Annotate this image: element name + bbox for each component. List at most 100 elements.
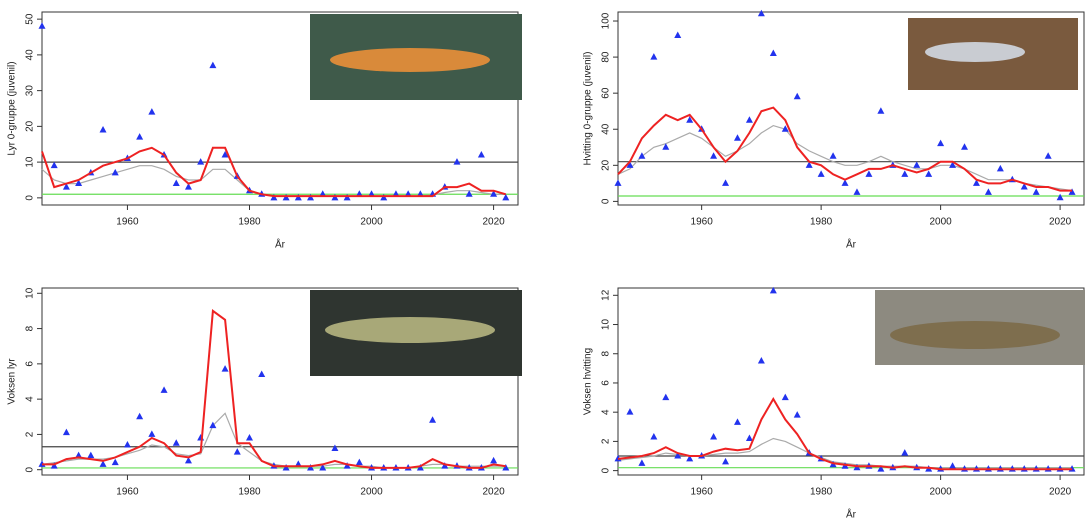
point xyxy=(465,190,473,197)
series-line xyxy=(617,124,1073,192)
y-tick-label: 6 xyxy=(601,380,612,386)
x-tick-label: 2000 xyxy=(929,487,952,498)
y-tick-label: 0 xyxy=(601,467,612,473)
point xyxy=(733,418,741,425)
y-tick-label: 20 xyxy=(601,159,612,171)
point xyxy=(638,459,646,466)
y-tick-label: 40 xyxy=(25,49,36,61)
point xyxy=(148,108,156,115)
point xyxy=(209,421,217,429)
y-tick-label: 0 xyxy=(25,466,36,472)
point xyxy=(781,125,789,132)
point xyxy=(674,31,682,38)
point xyxy=(769,49,777,56)
point xyxy=(913,161,921,168)
point xyxy=(99,125,107,133)
point xyxy=(111,168,119,176)
point xyxy=(502,463,510,471)
point xyxy=(614,179,622,186)
point xyxy=(996,164,1004,172)
y-tick-label: 2 xyxy=(601,438,612,444)
y-tick-label: 20 xyxy=(25,120,36,132)
point xyxy=(209,61,217,69)
point xyxy=(769,286,777,294)
point xyxy=(453,158,461,165)
point xyxy=(650,433,658,440)
point xyxy=(853,188,861,195)
y-axis-label: Voksen lyr xyxy=(7,358,18,405)
point xyxy=(50,161,58,169)
point xyxy=(172,439,180,446)
point xyxy=(331,444,339,452)
point xyxy=(172,179,180,187)
point xyxy=(984,188,992,195)
point xyxy=(686,116,694,123)
series-line xyxy=(41,165,506,197)
x-axis-label: År xyxy=(846,238,857,251)
x-tick-label: 1980 xyxy=(810,217,833,228)
point xyxy=(148,430,156,437)
point xyxy=(380,193,388,201)
point xyxy=(490,456,498,464)
y-tick-label: 50 xyxy=(25,13,36,25)
point xyxy=(626,161,634,168)
photo-fish xyxy=(330,48,490,72)
point xyxy=(343,462,351,469)
point xyxy=(270,193,278,201)
photo-fish xyxy=(925,42,1025,62)
point xyxy=(233,448,241,455)
x-tick-label: 1960 xyxy=(691,487,714,498)
panel: 0 10 20 30 40 50 1960 1980 2000 2020 År Lyr 0-grupp… xyxy=(7,11,519,251)
point xyxy=(355,458,363,466)
y-tick-label: 10 xyxy=(25,287,36,299)
point xyxy=(75,179,83,187)
point xyxy=(925,170,933,177)
point xyxy=(901,170,909,177)
point xyxy=(949,462,957,469)
point xyxy=(817,170,825,177)
y-tick-label: 0 xyxy=(25,195,36,201)
point xyxy=(662,143,670,150)
y-tick-label: 80 xyxy=(601,51,612,63)
x-tick-label: 2000 xyxy=(929,217,952,228)
point xyxy=(745,116,753,123)
point xyxy=(245,433,253,441)
point xyxy=(184,456,192,464)
point xyxy=(710,152,718,159)
x-tick-label: 1960 xyxy=(116,217,139,228)
panel: 0 2 4 6 8 10 12 1960 1980 2000 2020 År Voksen hvitti… xyxy=(583,286,1085,521)
y-tick-label: 12 xyxy=(601,289,612,301)
point xyxy=(793,411,801,418)
point xyxy=(638,152,646,159)
point xyxy=(331,193,339,201)
point xyxy=(722,457,730,465)
point xyxy=(745,434,753,441)
plot-frame xyxy=(617,287,1085,476)
point xyxy=(877,465,885,472)
point xyxy=(877,107,885,114)
point xyxy=(781,393,789,401)
y-tick-label: 40 xyxy=(601,123,612,135)
point xyxy=(258,370,266,377)
point xyxy=(75,451,83,459)
point xyxy=(686,454,694,462)
point xyxy=(282,193,290,201)
x-tick-label: 2020 xyxy=(1049,487,1072,498)
x-tick-label: 2000 xyxy=(360,217,383,228)
x-tick-label: 1960 xyxy=(116,487,139,498)
x-axis-label: År xyxy=(275,238,286,251)
point xyxy=(99,460,107,467)
y-axis-label: Lyr 0-gruppe (juvenil) xyxy=(7,61,18,155)
y-tick-label: 2 xyxy=(25,431,36,437)
point xyxy=(50,462,58,469)
photo-fish xyxy=(325,317,495,343)
point xyxy=(865,170,873,177)
point xyxy=(123,441,131,448)
point xyxy=(733,134,741,141)
y-tick-label: 8 xyxy=(601,351,612,357)
point xyxy=(805,161,813,168)
point xyxy=(829,152,837,159)
point xyxy=(184,183,192,190)
point xyxy=(650,53,658,60)
